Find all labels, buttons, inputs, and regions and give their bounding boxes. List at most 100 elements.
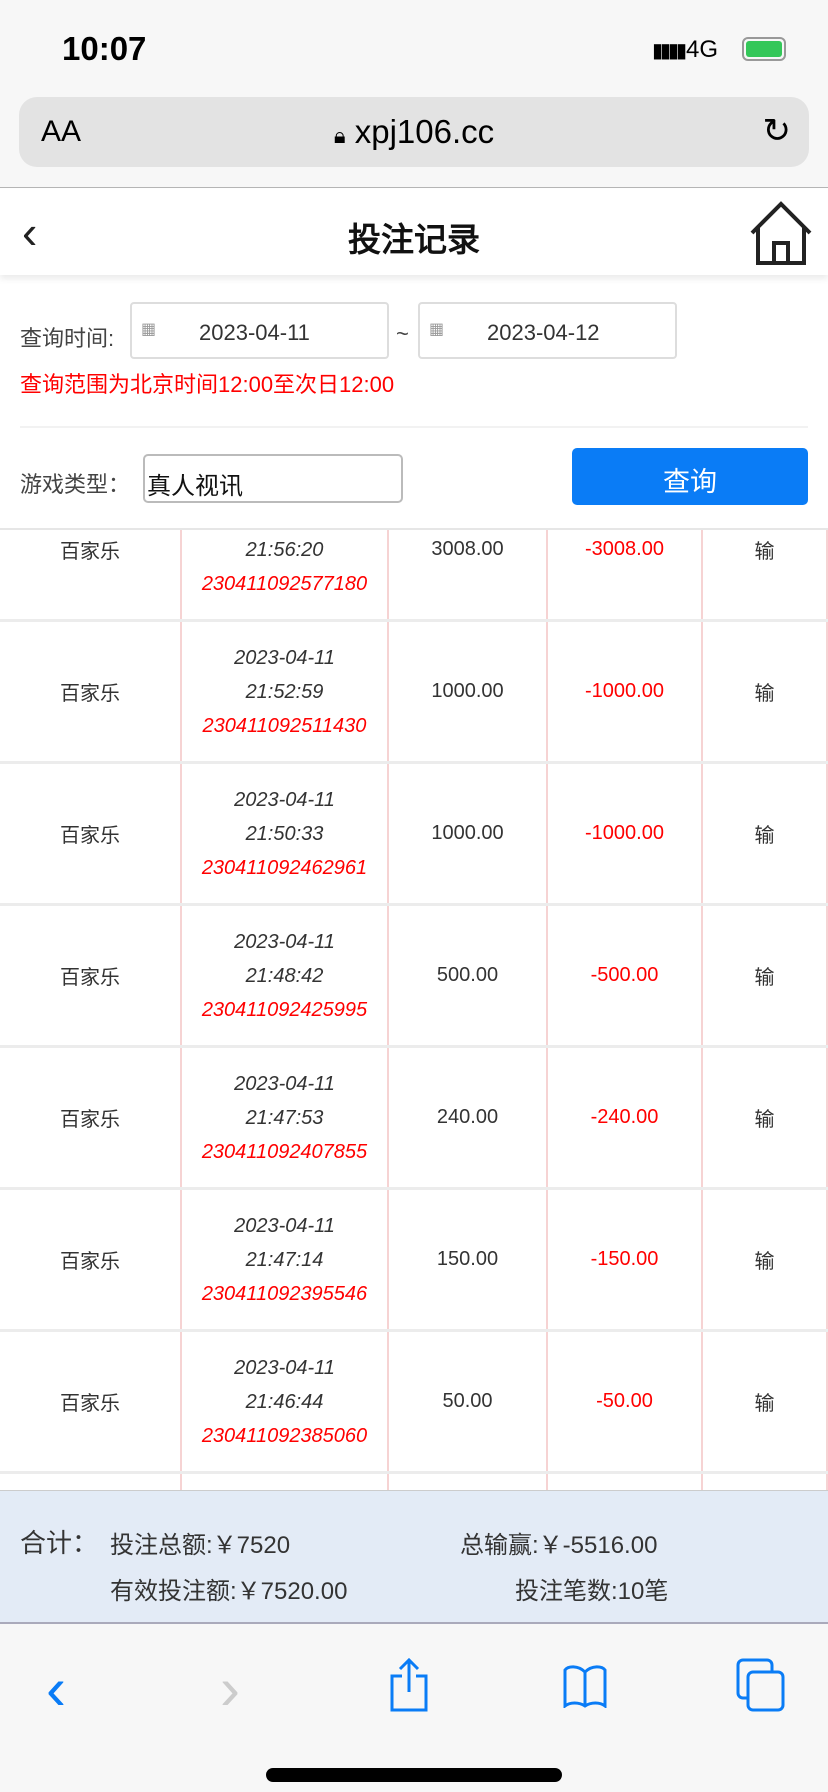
table-row[interactable]: 百家乐 2023-04-11 21:47:14 230411092395546 15… bbox=[0, 1190, 828, 1332]
url-text[interactable]: 🔒︎ xpj106.cc bbox=[19, 113, 809, 151]
result-cell: 输 bbox=[703, 622, 828, 761]
calendar-icon: ▦ bbox=[429, 321, 445, 338]
order-number: 230411092385060 bbox=[201, 1424, 368, 1447]
page-header: ‹ 投注记录 bbox=[0, 189, 828, 275]
time-cell: 2023-04-11 21:47:53 230411092407855 bbox=[182, 1048, 389, 1187]
table-row[interactable] bbox=[0, 1474, 828, 1490]
url: xpj106.cc bbox=[354, 113, 495, 150]
text-size-button[interactable]: AA bbox=[41, 115, 82, 148]
address-bar[interactable]: AA 🔒︎ xpj106.cc ↻ bbox=[19, 97, 809, 167]
game-cell: 百家乐 bbox=[0, 530, 182, 619]
filter-panel: 查询时间: ▦ 2023-04-11 ~ ▦ 2023-04-12 查询范围为北京时… bbox=[0, 275, 828, 528]
battery-icon bbox=[742, 37, 786, 61]
calendar-icon: ▦ bbox=[141, 321, 157, 338]
bet-amount-cell: 1000.00 bbox=[389, 764, 548, 903]
total-bet: 投注总额:￥7520 bbox=[110, 1532, 291, 1559]
result-cell: 输 bbox=[703, 530, 828, 619]
bet-amount-cell: 500.00 bbox=[389, 906, 548, 1045]
bet-amount-cell: 1000.00 bbox=[389, 622, 548, 761]
time-cell: 2023-04-11 21:46:44 230411092385060 bbox=[182, 1332, 389, 1471]
win-loss-cell: -150.00 bbox=[548, 1190, 703, 1329]
query-button[interactable]: 查询 bbox=[572, 448, 808, 505]
result-cell: 输 bbox=[703, 764, 828, 903]
game-cell: 百家乐 bbox=[0, 1190, 182, 1329]
page-title: 投注记录 bbox=[348, 221, 480, 258]
bet-date: 2023-04-11 bbox=[234, 788, 335, 811]
browser-forward-icon[interactable]: › bbox=[220, 1655, 240, 1722]
bet-time: 21:52:59 bbox=[245, 680, 324, 703]
back-button[interactable]: ‹ bbox=[22, 206, 38, 258]
game-cell: 百家乐 bbox=[0, 1048, 182, 1187]
divider bbox=[20, 426, 808, 428]
bet-time: 21:46:44 bbox=[245, 1390, 324, 1413]
order-number: 230411092407855 bbox=[201, 1140, 368, 1163]
table-row[interactable]: 百家乐 2023-04-11 21:47:53 230411092407855 24… bbox=[0, 1048, 828, 1190]
result-cell: 输 bbox=[703, 1048, 828, 1187]
bookmarks-icon[interactable] bbox=[562, 1664, 608, 1708]
records-table[interactable]: 百家乐 2023-04-11 21:56:20 230411092577180 30… bbox=[0, 528, 828, 1490]
home-indicator bbox=[266, 1768, 562, 1782]
browser-back-icon[interactable]: ‹ bbox=[46, 1655, 66, 1722]
home-icon[interactable] bbox=[748, 201, 814, 265]
order-number: 230411092425995 bbox=[201, 998, 368, 1021]
bet-date: 2023-04-11 bbox=[234, 930, 335, 953]
browser-chrome: 10:07 ▮▮▮▮ 4G AA 🔒︎ xpj106.cc ↻ bbox=[0, 0, 828, 188]
end-date-value: 2023-04-12 bbox=[487, 320, 600, 345]
time-cell: 2023-04-11 21:52:59 230411092511430 bbox=[182, 622, 389, 761]
reload-icon[interactable]: ↻ bbox=[762, 112, 792, 150]
order-number: 230411092577180 bbox=[201, 572, 368, 595]
bet-amount-cell: 240.00 bbox=[389, 1048, 548, 1187]
total-win: 总输赢:￥-5516.00 bbox=[460, 1532, 658, 1559]
game-type-select[interactable]: 真人视讯 bbox=[143, 454, 403, 503]
date-separator: ~ bbox=[396, 321, 409, 346]
signal-icon: ▮▮▮▮ bbox=[652, 40, 687, 62]
win-loss-cell: -50.00 bbox=[548, 1332, 703, 1471]
bet-time: 21:48:42 bbox=[245, 964, 324, 987]
bet-date: 2023-04-11 bbox=[234, 1356, 335, 1379]
game-cell: 百家乐 bbox=[0, 764, 182, 903]
game-type-label: 游戏类型： bbox=[20, 472, 131, 497]
table-row[interactable]: 百家乐 2023-04-11 21:50:33 230411092462961 10… bbox=[0, 764, 828, 906]
bet-time: 21:50:33 bbox=[245, 822, 324, 845]
start-date-input[interactable]: ▦ 2023-04-11 bbox=[130, 302, 389, 359]
time-cell: 2023-04-11 21:48:42 230411092425995 bbox=[182, 906, 389, 1045]
bet-date: 2023-04-11 bbox=[234, 646, 335, 669]
bet-count: 投注笔数:10笔 bbox=[515, 1578, 669, 1605]
table-row[interactable]: 百家乐 2023-04-11 21:48:42 230411092425995 50… bbox=[0, 906, 828, 1048]
result-cell: 输 bbox=[703, 1332, 828, 1471]
win-loss-cell: -240.00 bbox=[548, 1048, 703, 1187]
time-label: 查询时间: bbox=[20, 326, 115, 351]
bet-time: 21:56:20 bbox=[245, 538, 324, 561]
table-row[interactable]: 百家乐 2023-04-11 21:46:44 230411092385060 50… bbox=[0, 1332, 828, 1474]
game-cell: 百家乐 bbox=[0, 1332, 182, 1471]
network-type: 4G bbox=[686, 36, 719, 63]
summary-panel: 合计： 投注总额:￥7520 总输赢:￥-5516.00 有效投注额:￥7520… bbox=[0, 1490, 828, 1624]
end-date-input[interactable]: ▦ 2023-04-12 bbox=[418, 302, 677, 359]
time-cell: 2023-04-11 21:50:33 230411092462961 bbox=[182, 764, 389, 903]
bet-time: 21:47:53 bbox=[245, 1106, 324, 1129]
start-date-value: 2023-04-11 bbox=[199, 320, 310, 345]
status-time: 10:07 bbox=[62, 30, 147, 67]
order-number: 230411092511430 bbox=[202, 714, 367, 737]
range-note: 查询范围为北京时间12:00至次日12:00 bbox=[20, 372, 395, 397]
bet-amount-cell: 150.00 bbox=[389, 1190, 548, 1329]
win-loss-cell: -3008.00 bbox=[548, 530, 703, 619]
win-loss-cell: -500.00 bbox=[548, 906, 703, 1045]
order-number: 230411092395546 bbox=[201, 1282, 368, 1305]
result-cell: 输 bbox=[703, 1190, 828, 1329]
tabs-icon[interactable] bbox=[736, 1658, 786, 1712]
browser-toolbar: ‹ › bbox=[0, 1624, 828, 1792]
bet-date: 2023-04-11 bbox=[234, 1214, 335, 1237]
valid-bet: 有效投注额:￥7520.00 bbox=[110, 1578, 348, 1605]
time-cell: 2023-04-11 21:47:14 230411092395546 bbox=[182, 1190, 389, 1329]
win-loss-cell: -1000.00 bbox=[548, 764, 703, 903]
bet-amount-cell: 50.00 bbox=[389, 1332, 548, 1471]
win-loss-cell: -1000.00 bbox=[548, 622, 703, 761]
share-icon[interactable] bbox=[388, 1658, 430, 1712]
table-row[interactable]: 百家乐 2023-04-11 21:52:59 230411092511430 10… bbox=[0, 622, 828, 764]
bet-time: 21:47:14 bbox=[245, 1248, 324, 1271]
result-cell: 输 bbox=[703, 906, 828, 1045]
order-number: 230411092462961 bbox=[201, 856, 368, 879]
